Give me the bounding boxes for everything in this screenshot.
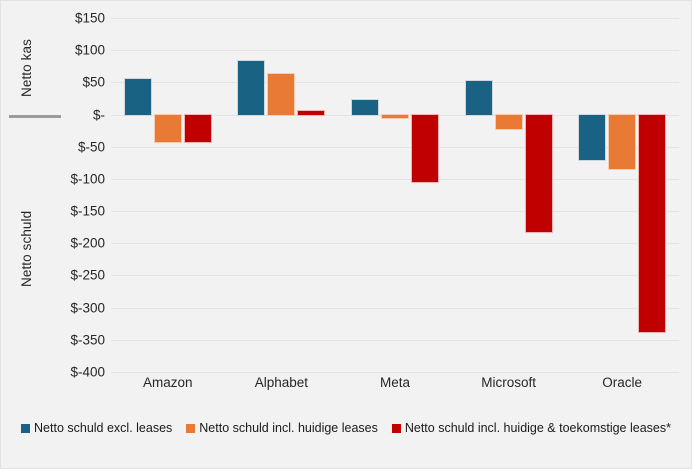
gridline — [111, 18, 679, 19]
legend-label: Netto schuld incl. huidige & toekomstige… — [404, 421, 671, 435]
y-axis-tick-label: $-400 — [70, 364, 105, 380]
y-axis-ticks: $150 $100 $50 $- $-50 $-100 $-150 $-200 $-250 $-3… — [1, 11, 105, 380]
bar[interactable] — [123, 78, 152, 116]
gridline — [111, 307, 679, 309]
x-axis-label-alphabet: Alphabet — [254, 375, 309, 390]
gridline — [111, 178, 679, 180]
x-axis-label-oracle: Oracle — [602, 375, 643, 390]
bar-group — [565, 18, 679, 372]
bar-groups — [111, 18, 679, 372]
gridline — [111, 275, 679, 277]
bar[interactable] — [153, 113, 182, 144]
gridline — [111, 339, 679, 341]
legend-swatch-icon — [391, 423, 401, 433]
bar[interactable] — [578, 113, 607, 161]
bar-group — [338, 18, 452, 372]
gridline — [111, 372, 679, 373]
y-axis-tick-label: $-300 — [70, 300, 105, 316]
x-axis-label-amazon: Amazon — [143, 375, 193, 390]
y-axis-tick-label: $-150 — [70, 203, 105, 219]
bar[interactable] — [380, 113, 409, 119]
legend-label: Netto schuld excl. leases — [34, 421, 173, 435]
bar[interactable] — [297, 110, 326, 116]
bar-group — [111, 18, 225, 372]
bar[interactable] — [494, 113, 523, 130]
y-axis-tick-label: $-350 — [70, 332, 105, 348]
plot-area — [111, 18, 679, 373]
bar[interactable] — [267, 72, 296, 116]
bar-group — [225, 18, 339, 372]
y-axis-tick-label: $-100 — [70, 171, 105, 187]
y-axis-tick-label: $-50 — [77, 139, 105, 155]
legend-item-0[interactable]: Netto schuld excl. leases — [21, 421, 172, 435]
legend-swatch-icon — [186, 423, 196, 433]
bar-group — [452, 18, 566, 372]
y-axis-tick-label: $150 — [74, 10, 105, 26]
bar[interactable] — [350, 98, 379, 116]
bar[interactable] — [524, 113, 553, 233]
x-axis-labels: Amazon Alphabet Meta Microsoft Oracle — [111, 375, 679, 401]
bar[interactable] — [183, 113, 212, 144]
axis-group-divider — [9, 115, 61, 118]
bar[interactable] — [464, 80, 493, 116]
gridline — [111, 146, 679, 148]
bar[interactable] — [638, 113, 667, 334]
bar[interactable] — [608, 113, 637, 171]
y-axis-tick-label: $100 — [74, 42, 105, 58]
bar[interactable] — [410, 113, 439, 184]
bar[interactable] — [237, 60, 266, 116]
gridline — [111, 50, 679, 52]
x-axis-label-microsoft: Microsoft — [481, 375, 536, 390]
y-axis-tick-label: $-250 — [70, 267, 105, 283]
chart-legend: Netto schuld excl. leases Netto schuld in… — [1, 421, 691, 435]
x-axis-label-meta: Meta — [379, 375, 410, 390]
y-axis-tick-label: $- — [92, 107, 105, 123]
gridline — [111, 82, 679, 84]
legend-item-2[interactable]: Netto schuld incl. huidige & toekomstige… — [391, 421, 671, 435]
y-axis-tick-label: $-200 — [70, 235, 105, 251]
gridline — [111, 211, 679, 213]
y-axis-tick-label: $50 — [82, 74, 105, 90]
legend-swatch-icon — [21, 423, 31, 433]
legend-item-1[interactable]: Netto schuld incl. huidige leases — [186, 421, 378, 435]
gridline — [111, 243, 679, 245]
legend-label: Netto schuld incl. huidige leases — [199, 421, 378, 435]
